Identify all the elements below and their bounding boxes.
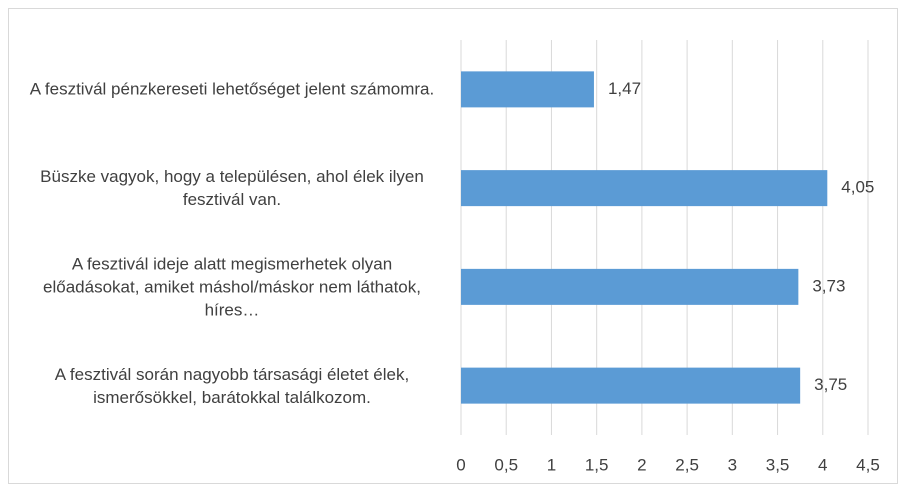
data-label: 3,75 — [814, 375, 847, 394]
bar — [461, 71, 594, 108]
x-tick-label: 1 — [547, 455, 556, 474]
chart-border — [8, 8, 898, 484]
x-tick-label: 0,5 — [494, 455, 518, 474]
x-tick-label: 3,5 — [766, 455, 790, 474]
category-label: A fesztivál pénzkereseti lehetőséget jel… — [29, 79, 435, 99]
x-tick-label: 1,5 — [585, 455, 609, 474]
x-tick-label: 3 — [728, 455, 737, 474]
bar — [461, 170, 828, 207]
data-label: 3,73 — [812, 276, 845, 295]
x-tick-label: 4 — [818, 455, 827, 474]
x-tick-label: 4,5 — [856, 455, 880, 474]
bar — [461, 268, 799, 305]
category-label: A fesztivál során nagyobb társasági élet… — [54, 364, 410, 407]
data-label: 1,47 — [608, 79, 641, 98]
bar — [461, 367, 801, 404]
x-tick-label: 2 — [637, 455, 646, 474]
x-tick-label: 0 — [456, 455, 465, 474]
data-label: 4,05 — [841, 178, 874, 197]
category-label: Büszke vagyok, hogy a településen, ahol … — [40, 167, 424, 210]
category-label: A fesztivál ideje alatt megismerhetek ol… — [43, 254, 421, 320]
x-tick-label: 2,5 — [675, 455, 699, 474]
